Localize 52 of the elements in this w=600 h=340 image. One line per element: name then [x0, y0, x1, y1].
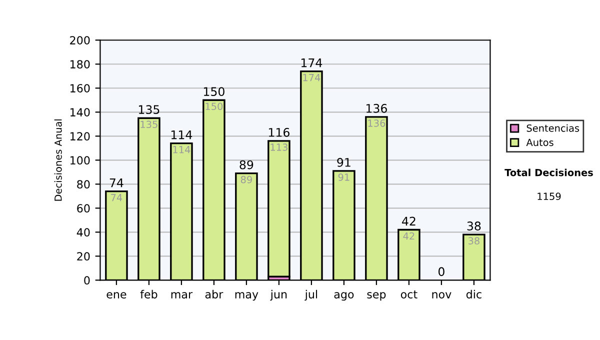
- x-tick-label: dic: [466, 290, 482, 298]
- text: 1159: [538, 192, 561, 200]
- x-tick-label: jul: [304, 290, 318, 301]
- y-tick-label: 20: [77, 252, 90, 261]
- y-tick-label: 180: [70, 60, 90, 69]
- data-label: 114: [173, 146, 190, 154]
- data-label: 42: [403, 232, 414, 240]
- data-label: 136: [368, 120, 386, 127]
- y-tick-label: 80: [77, 180, 90, 189]
- data-label: 91: [338, 174, 350, 181]
- y-tick-label: 60: [77, 204, 90, 213]
- x-tick-label: feb: [140, 290, 158, 298]
- x-tick-label: ago: [334, 292, 354, 301]
- y-tick-label: 120: [70, 132, 90, 141]
- total-label: 74: [110, 178, 124, 188]
- x-tick-label: jun: [270, 290, 287, 301]
- x-tick-label: abr: [205, 290, 224, 298]
- y-tick-label: 140: [70, 108, 90, 117]
- data-label: 74: [111, 194, 122, 202]
- y-tick-label: 200: [70, 36, 90, 44]
- total-label: 174: [301, 58, 322, 68]
- legend-label: Autos: [526, 138, 554, 146]
- x-tick-label: sep: [367, 292, 386, 301]
- y-tick-label: 40: [76, 228, 90, 237]
- data-label: 150: [206, 102, 223, 110]
- total-label: 91: [337, 158, 350, 167]
- data-label: 38: [468, 237, 480, 244]
- data-label: 135: [140, 120, 158, 128]
- legend-label: Sentencias: [526, 124, 580, 132]
- total-label: 116: [268, 128, 290, 137]
- bar: [268, 140, 290, 278]
- y-axis-title: Decisiones Anual: [54, 119, 62, 201]
- x-tick-label: ene: [106, 292, 126, 298]
- y-tick-label: 0: [84, 276, 90, 285]
- x-tick-label: may: [235, 292, 258, 301]
- x-tick-label: oct: [400, 290, 418, 298]
- total-label: 0: [438, 267, 444, 276]
- total-label: 135: [138, 105, 160, 114]
- y-tick-label: 100: [70, 156, 90, 165]
- x-tick-label: nov: [432, 292, 452, 298]
- total-label: 150: [204, 87, 224, 96]
- total-label: 89: [240, 160, 254, 170]
- total-label: 42: [402, 216, 416, 226]
- total-label: 38: [467, 222, 481, 230]
- data-label: 113: [270, 144, 288, 151]
- x-tick-label: mar: [171, 292, 193, 298]
- data-label: 89: [240, 176, 252, 184]
- text: Total Decisiones: [504, 168, 593, 176]
- total-label: 136: [366, 104, 387, 113]
- total-label: 114: [171, 130, 192, 140]
- data-label: 174: [303, 74, 320, 82]
- y-tick-label: 160: [70, 84, 90, 93]
